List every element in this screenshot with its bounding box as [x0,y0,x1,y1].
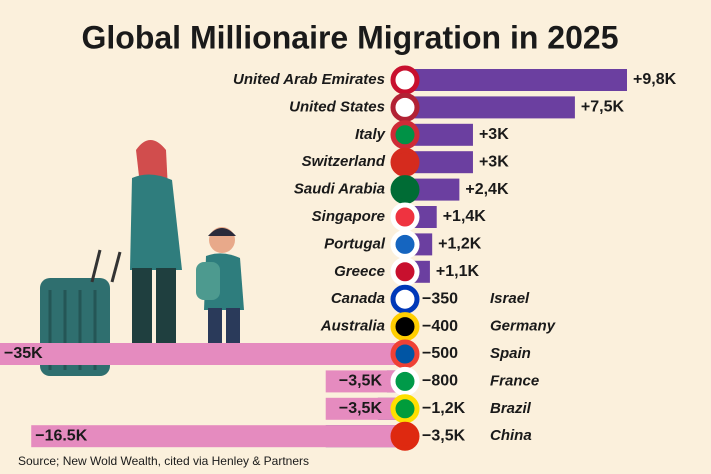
value-label: +1,4K [443,208,487,225]
value-label: −3,5K [339,400,383,417]
bar [405,69,627,91]
flag [390,394,420,424]
value-label: −3,5K [422,427,466,444]
value-label: +2,4K [465,181,509,198]
flag [390,202,420,232]
value-label: +1,2K [438,236,482,253]
flag [390,421,420,451]
category-label: France [490,372,539,389]
category-label: Spain [490,345,531,362]
value-label: −400 [422,318,458,335]
value-label: −350 [422,290,458,307]
category-label: Greece [334,263,385,280]
value-label: −800 [422,373,458,390]
flag [390,175,420,205]
bar [405,123,473,146]
flag [390,229,420,259]
flag [390,147,420,177]
flag [390,284,420,314]
category-label: Brazil [490,400,532,417]
category-label: Portugal [324,235,386,252]
value-label: +3K [479,153,509,170]
category-label: United Arab Emirates [233,71,385,88]
chart-title: Global Millionaire Migration in 2025 [82,19,619,55]
bar [0,343,405,365]
value-label: −35K [4,345,43,362]
bar [405,178,460,201]
flag [390,257,420,287]
value-label: +7,5K [581,99,625,116]
category-label: United States [289,98,385,115]
bar [31,425,406,448]
bar [325,397,405,420]
category-label: Italy [355,126,386,143]
flag [390,366,420,396]
category-label: Australia [320,318,385,335]
category-label: Germany [490,318,556,335]
bar [405,96,575,119]
bar [325,370,405,393]
category-label: Israel [490,290,530,307]
category-label: Canada [331,290,385,307]
bar [405,151,473,174]
flag [390,65,420,95]
category-label: Switzerland [302,153,386,170]
value-label: +3K [479,126,509,143]
flag [390,339,420,369]
value-label: +9,8K [633,71,677,88]
flag [390,312,420,342]
value-label: +1,1K [436,263,480,280]
category-label: Singapore [312,208,385,225]
value-label: −16.5K [35,427,87,444]
category-label: China [490,427,532,444]
value-label: −3,5K [339,373,383,390]
flag [390,92,420,122]
flag [390,120,420,150]
value-label: −1,2K [422,400,466,417]
category-label: Saudi Arabia [294,181,385,198]
value-label: −500 [422,345,458,362]
source: Source; New Wold Wealth, cited via Henle… [18,454,309,468]
bars [0,69,627,448]
